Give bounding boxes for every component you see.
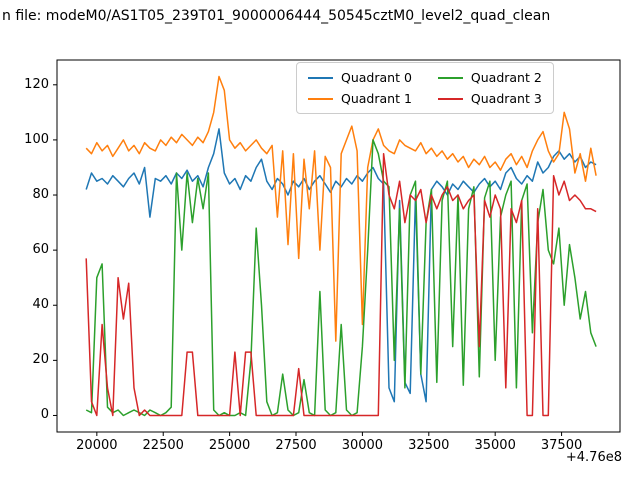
y-tick-label: 120 <box>24 76 49 92</box>
legend-label-quadrant-0: Quadrant 0 <box>341 70 412 85</box>
x-tick-label: 30000 <box>341 438 384 453</box>
legend-label-quadrant-2: Quadrant 2 <box>470 70 542 85</box>
series-line-quadrant-3 <box>85 152 597 417</box>
legend-line-quadrant-3 <box>437 97 463 100</box>
x-tick-label: 22500 <box>142 438 184 453</box>
legend-item-quadrant-3: Quadrant 3 <box>437 91 542 106</box>
x-axis-offset-label: +4.76e8 <box>565 450 622 465</box>
legend-label-quadrant-1: Quadrant 1 <box>341 91 412 106</box>
legend-item-quadrant-0: Quadrant 0 <box>308 70 412 85</box>
y-tick-label: 0 <box>40 407 49 423</box>
series-line-quadrant-0 <box>85 128 597 403</box>
x-tick-label: 35000 <box>474 438 516 453</box>
legend-line-quadrant-2 <box>437 76 463 79</box>
legend-item-quadrant-2: Quadrant 2 <box>437 70 542 85</box>
y-tick-label: 20 <box>32 352 49 368</box>
axes-border <box>56 59 621 433</box>
y-tick-label: 60 <box>32 242 49 258</box>
legend: Quadrant 0 Quadrant 2 Quadrant 1 Quadran… <box>296 62 554 114</box>
x-tick-label: 27500 <box>275 438 317 453</box>
x-tick-label: 25000 <box>208 438 251 453</box>
x-tick-label: 37500 <box>540 438 583 453</box>
series-line-quadrant-1 <box>85 75 597 342</box>
series-line-quadrant-2 <box>85 139 597 417</box>
x-tick-label: 20000 <box>76 438 118 453</box>
y-tick-label: 100 <box>24 131 49 147</box>
y-tick-label: 80 <box>32 187 49 203</box>
legend-line-quadrant-1 <box>308 97 333 100</box>
chart-title: n file: modeM0/AS1T05_239T01_9000006444_… <box>2 8 551 24</box>
x-tick-label: 32500 <box>408 438 450 453</box>
legend-line-quadrant-0 <box>308 76 333 79</box>
legend-item-quadrant-1: Quadrant 1 <box>308 91 412 106</box>
y-tick-label: 40 <box>32 297 49 313</box>
legend-label-quadrant-3: Quadrant 3 <box>470 91 542 106</box>
